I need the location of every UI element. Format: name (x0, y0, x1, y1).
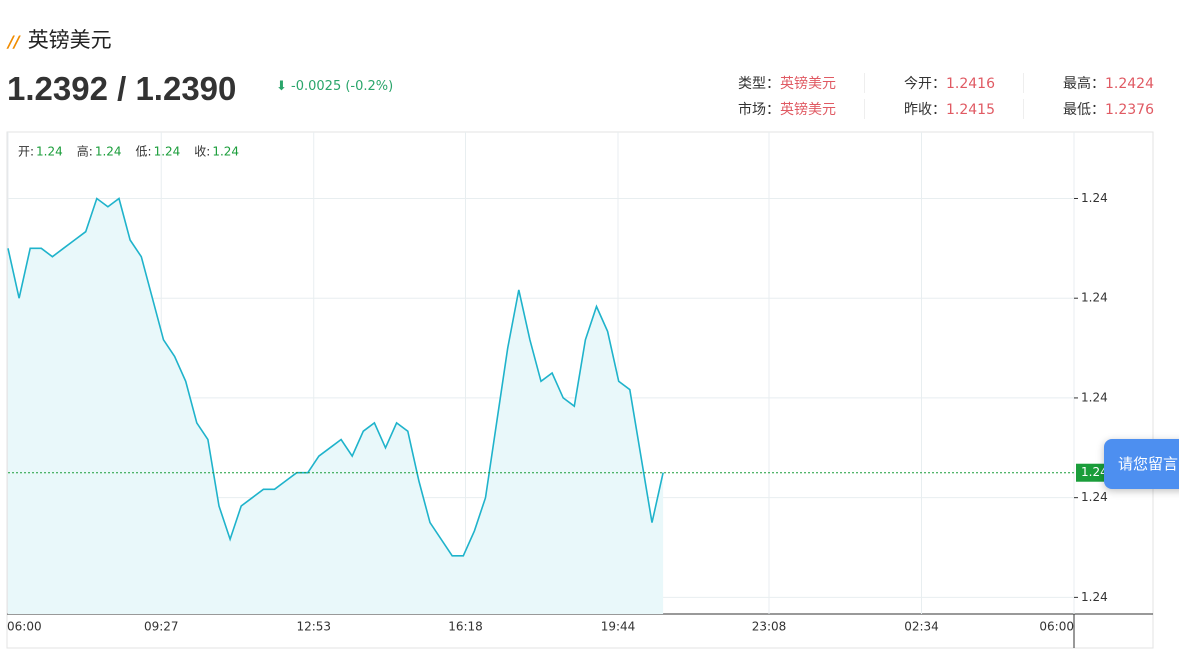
x-tick-label: 16:18 (448, 620, 483, 634)
info-table: 类型：英镑美元 今开：1.2416 最高：1.2424 市场：英镑美元 昨收：1.241… (706, 70, 1154, 122)
price: 1.2392 / 1.2390 (7, 70, 237, 107)
y-tick-label: 1.24 (1081, 490, 1108, 504)
chat-button[interactable]: 请您留言 (1104, 439, 1179, 489)
y-tick-label: 1.24 (1081, 191, 1108, 205)
info-cell: 最低：1.2376 (1024, 99, 1154, 119)
info-value: 1.2415 (946, 102, 995, 118)
info-row: 市场：英镑美元 昨收：1.2415 最低：1.2376 (706, 96, 1154, 122)
info-cell: 昨收：1.2415 (865, 99, 1024, 119)
ohlc-label: 高: (77, 144, 93, 159)
y-tick-label: 1.24 (1081, 390, 1108, 404)
info-row: 类型：英镑美元 今开：1.2416 最高：1.2424 (706, 70, 1154, 96)
info-label: 今开： (904, 76, 946, 92)
x-tick-label: 23:08 (752, 620, 787, 634)
info-label: 最高： (1063, 76, 1105, 92)
info-label: 类型： (738, 76, 780, 92)
ohlc-value: 1.24 (212, 145, 239, 159)
y-tick-label: 1.24 (1081, 590, 1108, 604)
title: // 英镑美元 (8, 24, 112, 54)
ohlc-label: 收: (194, 145, 210, 159)
x-tick-label: 02:34 (904, 620, 939, 634)
area (8, 198, 664, 614)
line (7, 197, 664, 557)
ohlc-label: 开: (18, 145, 34, 159)
title-text: 英镑美元 (27, 28, 112, 52)
ohlc-label: 低: (136, 145, 152, 159)
x-tick-label: 06:00 (7, 620, 42, 634)
change: ⬇ -0.0025 (-0.2%) (276, 79, 394, 94)
x-tick-label: 12:53 (296, 620, 331, 634)
info-label: 最低： (1063, 102, 1105, 118)
last-price-label: 1.24 (1081, 465, 1108, 479)
info-value: 1.2424 (1105, 76, 1154, 92)
info-cell: 市场：英镑美元 (706, 99, 865, 119)
info-cell: 类型：英镑美元 (706, 73, 865, 93)
info-label: 市场： (738, 102, 780, 118)
info-value: 1.2416 (946, 76, 995, 92)
info-value: 英镑美元 (780, 76, 836, 92)
x-tick-label: 09:27 (144, 620, 179, 634)
info-cell: 今开：1.2416 (865, 73, 1024, 93)
info-label: 昨收： (904, 102, 946, 118)
x-tick-label: 06:00 (1039, 620, 1074, 634)
ohlc-value: 1.24 (95, 145, 122, 159)
chart-frame (6, 131, 1154, 649)
ohlc-value: 1.24 (36, 145, 63, 159)
info-value: 1.2376 (1105, 102, 1154, 118)
info-cell: 最高：1.2424 (1024, 73, 1154, 93)
x-tick-label: 19:44 (601, 620, 636, 634)
y-tick-label: 1.24 (1081, 291, 1108, 305)
info-value: 英镑美元 (780, 102, 836, 118)
icon: // (8, 32, 20, 51)
change-text: -0.0025 (-0.2%) (291, 79, 394, 94)
ohlc-value: 1.24 (154, 145, 181, 159)
